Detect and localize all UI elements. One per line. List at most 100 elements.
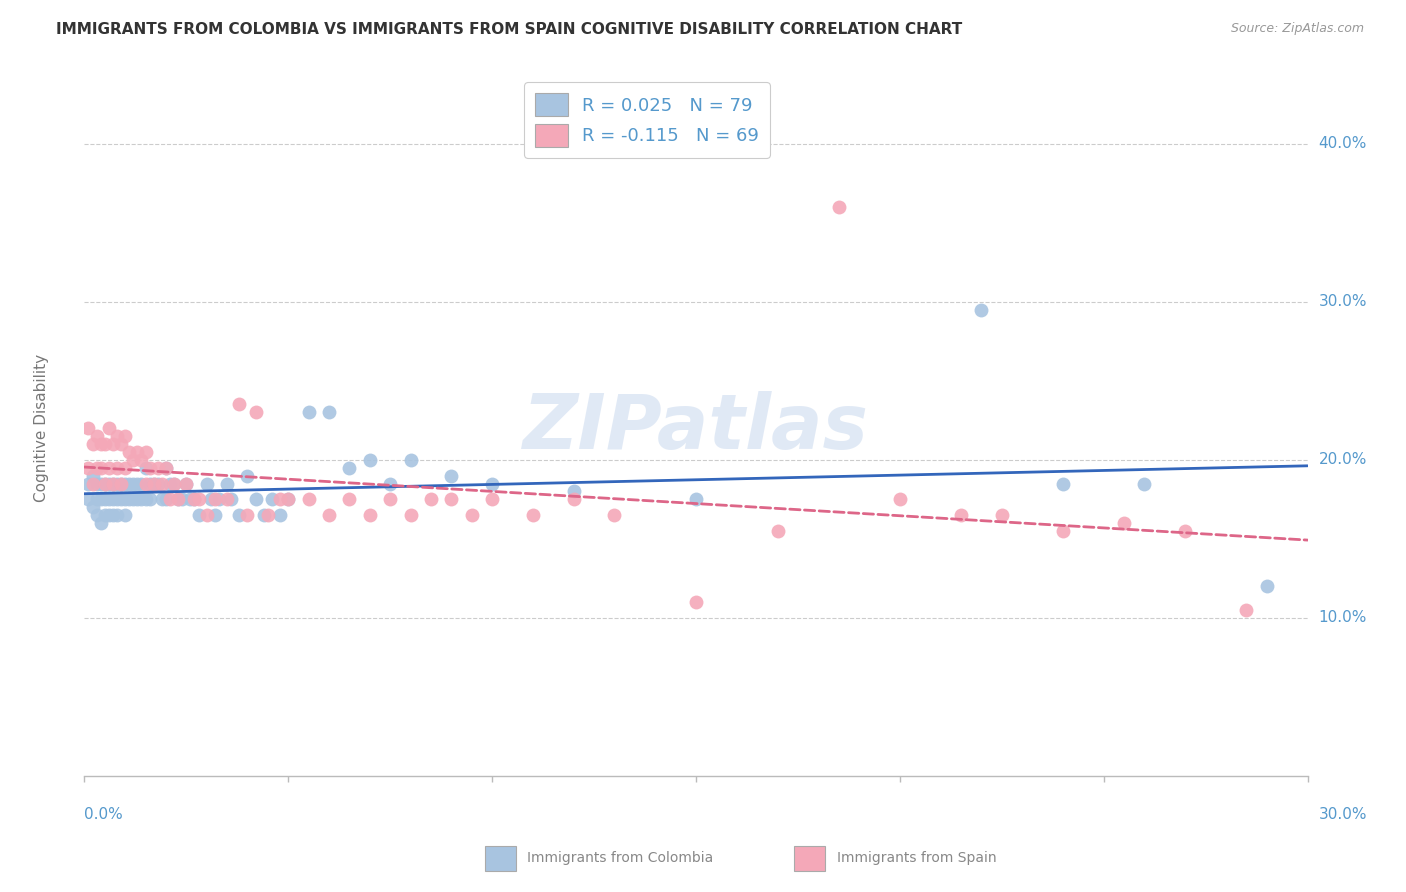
Point (318, 405, 340, 419)
Point (277, 492, 299, 507)
Point (82, 500, 104, 515)
Point (174, 476, 197, 491)
Point (1114, 516, 1136, 530)
Point (90, 437, 112, 451)
Point (269, 492, 291, 507)
Point (1133, 476, 1156, 491)
Point (339, 460, 360, 475)
Point (257, 508, 280, 523)
Point (277, 492, 299, 507)
Point (827, 200, 849, 214)
Point (82, 437, 104, 451)
Point (105, 492, 128, 507)
Point (236, 508, 259, 523)
Point (163, 476, 186, 491)
Point (86, 492, 108, 507)
Point (420, 492, 443, 507)
Point (155, 492, 177, 507)
Point (105, 476, 128, 491)
Point (146, 460, 169, 475)
Point (122, 452, 145, 467)
Point (219, 492, 242, 507)
Point (200, 492, 222, 507)
Text: IMMIGRANTS FROM COLOMBIA VS IMMIGRANTS FROM SPAIN COGNITIVE DISABILITY CORRELATI: IMMIGRANTS FROM COLOMBIA VS IMMIGRANTS F… (56, 22, 963, 37)
Point (269, 508, 291, 523)
Point (1052, 524, 1074, 538)
Point (298, 405, 321, 419)
Text: Source: ZipAtlas.com: Source: ZipAtlas.com (1230, 22, 1364, 36)
Point (159, 492, 181, 507)
Point (101, 492, 124, 507)
Point (131, 452, 153, 467)
Point (260, 492, 283, 507)
Point (114, 476, 136, 491)
Point (245, 492, 267, 507)
Point (114, 429, 136, 443)
Point (90, 492, 112, 507)
Point (93, 437, 115, 451)
Point (187, 492, 209, 507)
Point (359, 508, 381, 523)
Point (105, 508, 128, 523)
Point (138, 460, 160, 475)
Point (105, 429, 128, 443)
Point (97, 508, 120, 523)
Point (228, 397, 250, 411)
Point (97, 476, 120, 491)
Point (1174, 524, 1197, 538)
Text: 40.0%: 40.0% (1319, 136, 1367, 151)
Text: Immigrants from Spain: Immigrants from Spain (837, 851, 997, 865)
Point (97, 492, 120, 507)
Point (889, 492, 911, 507)
Point (208, 492, 231, 507)
Point (155, 460, 177, 475)
Point (950, 508, 973, 523)
Point (298, 492, 321, 507)
Point (82, 476, 104, 491)
Point (1052, 476, 1074, 491)
Point (86, 429, 108, 443)
Point (245, 405, 267, 419)
Point (562, 484, 585, 499)
Point (766, 524, 789, 538)
Text: Immigrants from Colombia: Immigrants from Colombia (527, 851, 713, 865)
Point (97, 460, 120, 475)
Point (685, 595, 707, 609)
Point (228, 508, 250, 523)
Point (217, 476, 239, 491)
Point (155, 460, 177, 475)
Point (562, 492, 585, 507)
Point (179, 492, 201, 507)
Point (127, 492, 149, 507)
Point (97, 421, 120, 435)
Point (122, 476, 145, 491)
Point (187, 508, 209, 523)
Point (970, 302, 993, 317)
Point (105, 460, 128, 475)
Point (399, 452, 422, 467)
Text: 10.0%: 10.0% (1319, 610, 1367, 625)
Point (172, 492, 194, 507)
Point (114, 508, 136, 523)
Point (77, 492, 100, 507)
Point (685, 492, 707, 507)
Point (159, 476, 181, 491)
Point (339, 492, 360, 507)
Text: Cognitive Disability: Cognitive Disability (34, 354, 49, 502)
Point (163, 476, 186, 491)
Point (131, 476, 153, 491)
Text: ZIPatlas: ZIPatlas (523, 392, 869, 465)
Point (90, 460, 112, 475)
Point (146, 476, 169, 491)
Point (122, 492, 145, 507)
Point (135, 445, 157, 459)
Point (522, 508, 544, 523)
Point (1256, 579, 1278, 593)
Point (150, 492, 173, 507)
Point (253, 508, 276, 523)
Point (204, 508, 226, 523)
Text: 30.0%: 30.0% (1319, 806, 1367, 822)
Point (131, 492, 153, 507)
Point (481, 476, 503, 491)
Point (86, 460, 108, 475)
